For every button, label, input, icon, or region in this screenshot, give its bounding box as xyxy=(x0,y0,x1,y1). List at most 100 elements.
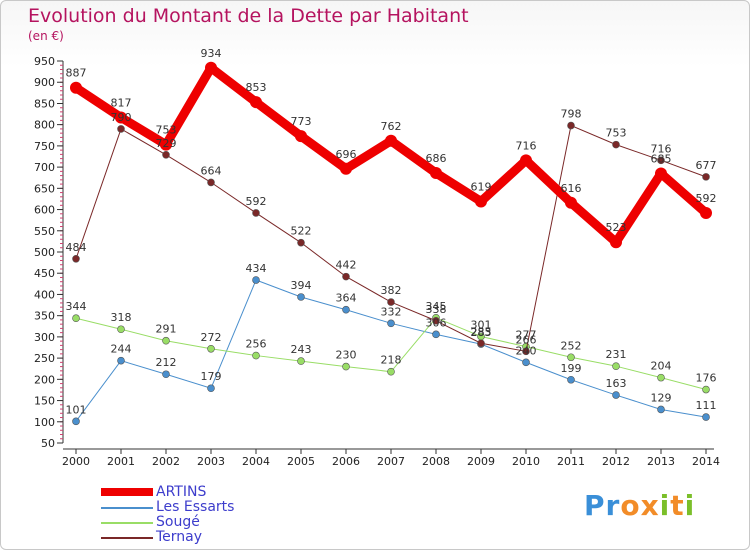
y-tick-label: 250 xyxy=(34,352,55,365)
data-label-les-essarts: 394 xyxy=(291,279,312,292)
x-tick-label: 2013 xyxy=(647,455,675,468)
data-point-ternay xyxy=(522,347,530,356)
data-point-les-essarts xyxy=(162,370,170,379)
data-point-artins xyxy=(565,196,577,209)
data-label-artins: 762 xyxy=(381,120,402,133)
data-label-artins: 696 xyxy=(336,148,357,161)
data-point-soug- xyxy=(117,325,125,334)
data-label-soug-: 277 xyxy=(516,329,537,342)
x-tick-label: 2000 xyxy=(62,455,90,468)
data-point-artins xyxy=(475,195,487,208)
data-label-les-essarts: 199 xyxy=(561,362,582,375)
data-point-les-essarts xyxy=(702,413,710,421)
legend-swatch xyxy=(101,488,153,496)
series-layer xyxy=(70,61,712,426)
legend-label: Les Essarts xyxy=(156,499,235,515)
data-label-soug-: 291 xyxy=(156,323,177,336)
data-point-les-essarts xyxy=(432,330,440,339)
data-label-ternay: 798 xyxy=(561,108,582,121)
legend-swatch xyxy=(101,522,153,524)
data-label-artins: 616 xyxy=(561,182,582,195)
data-label-artins: 773 xyxy=(291,115,312,128)
data-point-artins xyxy=(610,236,622,249)
x-tick-label: 2014 xyxy=(692,455,720,468)
data-point-les-essarts xyxy=(117,356,125,365)
data-point-soug- xyxy=(252,351,260,360)
logo-letter: i xyxy=(684,489,696,522)
y-tick-label: 200 xyxy=(34,373,55,386)
logo-letter: r xyxy=(605,489,621,522)
legend-label: ARTINS xyxy=(156,484,207,500)
data-point-ternay xyxy=(162,151,170,159)
data-labels: 101 244 212 179 434 394 364 332 306 283 240 199 163 1… xyxy=(66,47,717,417)
chart-subtitle: (en €) xyxy=(28,29,64,43)
data-label-les-essarts: 244 xyxy=(111,343,132,356)
x-tick-label: 2002 xyxy=(152,455,180,468)
data-label-soug-: 243 xyxy=(291,343,312,356)
data-point-ternay xyxy=(477,339,485,348)
data-label-ternay: 664 xyxy=(201,164,222,177)
data-label-soug-: 231 xyxy=(606,348,627,361)
data-label-ternay: 790 xyxy=(111,111,132,124)
x-tick-label: 2007 xyxy=(377,455,405,468)
y-tick-label: 100 xyxy=(34,416,55,429)
x-tick-label: 2003 xyxy=(197,455,225,468)
data-label-ternay: 266 xyxy=(516,333,537,346)
data-point-les-essarts xyxy=(567,375,575,384)
data-point-artins xyxy=(70,81,82,94)
data-label-ternay: 285 xyxy=(471,325,492,338)
data-point-soug- xyxy=(702,385,710,394)
data-label-artins: 523 xyxy=(606,221,627,234)
x-tick-label: 2012 xyxy=(602,455,630,468)
data-label-ternay: 729 xyxy=(156,137,177,150)
data-point-les-essarts xyxy=(522,358,530,367)
data-point-artins xyxy=(340,162,352,175)
data-point-artins xyxy=(430,167,442,180)
data-label-soug-: 318 xyxy=(111,311,132,324)
data-point-ternay xyxy=(567,121,575,130)
y-tick-label: 350 xyxy=(34,310,55,323)
data-point-soug- xyxy=(567,353,575,362)
data-point-artins xyxy=(655,167,667,180)
data-label-artins: 934 xyxy=(201,47,222,60)
data-label-les-essarts: 101 xyxy=(66,403,87,416)
series-line-artins xyxy=(71,63,711,247)
data-point-artins xyxy=(520,154,532,167)
data-point-les-essarts xyxy=(252,276,260,284)
logo-letter: P xyxy=(584,489,606,522)
x-tick-label: 2010 xyxy=(512,455,540,468)
data-label-artins: 853 xyxy=(246,81,267,94)
data-label-soug-: 344 xyxy=(66,300,87,313)
data-label-soug-: 301 xyxy=(471,318,492,331)
legend-swatch xyxy=(101,507,153,509)
data-point-artins xyxy=(295,130,307,143)
data-label-soug-: 256 xyxy=(246,338,267,351)
x-tick-label: 2005 xyxy=(287,455,315,468)
data-label-ternay: 716 xyxy=(651,142,672,155)
data-point-soug- xyxy=(297,357,305,365)
y-tick-label: 400 xyxy=(34,288,55,301)
data-point-soug- xyxy=(612,362,620,370)
data-point-soug- xyxy=(72,314,80,323)
data-label-les-essarts: 283 xyxy=(471,326,492,339)
y-tick-label: 500 xyxy=(34,246,55,259)
data-label-les-essarts: 163 xyxy=(606,377,627,390)
data-label-soug-: 252 xyxy=(561,339,582,352)
data-label-artins: 753 xyxy=(156,124,177,137)
data-point-artins xyxy=(700,206,712,219)
y-tick-label: 900 xyxy=(34,76,55,89)
data-label-soug-: 204 xyxy=(651,360,672,373)
data-label-les-essarts: 111 xyxy=(696,399,717,412)
data-label-ternay: 677 xyxy=(696,159,717,172)
data-point-artins xyxy=(160,138,172,151)
data-label-soug-: 176 xyxy=(696,372,717,385)
x-tick-label: 2001 xyxy=(107,455,135,468)
y-tick-label: 650 xyxy=(34,182,55,195)
y-tick-label: 750 xyxy=(34,140,55,153)
data-label-les-essarts: 129 xyxy=(651,391,672,404)
data-label-artins: 592 xyxy=(696,192,717,205)
data-point-soug- xyxy=(162,336,170,345)
data-label-artins: 686 xyxy=(426,152,447,165)
data-label-les-essarts: 179 xyxy=(201,370,222,383)
